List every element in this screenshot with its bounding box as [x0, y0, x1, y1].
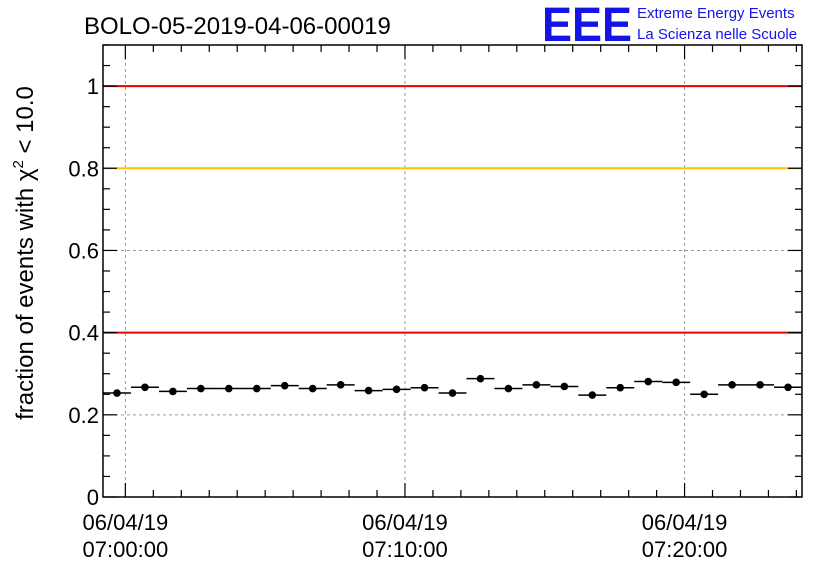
- grid: [103, 45, 802, 497]
- x-tick-time-label: 07:10:00: [362, 537, 448, 562]
- data-point: [169, 387, 177, 396]
- data-point: [560, 382, 569, 391]
- x-tick-date-label: 06/04/19: [362, 510, 448, 535]
- data-point: [756, 381, 764, 389]
- axis-ticks: [103, 44, 802, 498]
- data-point: [644, 377, 653, 386]
- data-point: [308, 384, 317, 393]
- data-point: [588, 391, 597, 399]
- data-point: [141, 383, 149, 392]
- eee-logo: EEE Extreme Energy Events La Scienza nel…: [542, 0, 797, 52]
- eee-logo-line2: La Scienza nelle Scuole: [637, 26, 797, 43]
- x-tick-time-label: 07:00:00: [83, 537, 169, 562]
- data-point: [364, 386, 373, 395]
- data-point: [252, 384, 261, 393]
- data-point: [672, 378, 680, 387]
- data-point: [728, 381, 736, 389]
- y-tick-label: 0: [87, 485, 99, 510]
- data-point: [504, 384, 513, 393]
- data-point: [225, 384, 233, 393]
- y-tick-label: 0.8: [68, 156, 99, 181]
- chart-title: BOLO-05-2019-04-06-00019: [84, 13, 391, 40]
- data-point: [336, 381, 345, 389]
- data-point: [532, 381, 541, 389]
- y-tick-label: 0.2: [68, 403, 99, 428]
- y-tick-label: 0.6: [68, 238, 99, 263]
- data-point: [113, 389, 121, 397]
- y-tick-label: 1: [87, 74, 99, 99]
- reference-lines: [103, 85, 802, 334]
- eee-logo-line1: Extreme Energy Events: [637, 5, 795, 22]
- data-point: [448, 389, 457, 397]
- eee-logo-mark: EEE: [542, 0, 632, 52]
- data-point: [616, 383, 625, 392]
- plot-frame: [102, 44, 803, 498]
- data-point: [700, 390, 708, 399]
- y-tick-labels: 0 0.2 0.4 0.6 0.8 1: [68, 74, 99, 510]
- x-tick-time-label: 07:20:00: [642, 537, 728, 562]
- y-tick-label: 0.4: [68, 321, 99, 346]
- x-tick-date-label: 06/04/19: [83, 510, 169, 535]
- data-point: [784, 383, 792, 392]
- data-point: [476, 374, 485, 383]
- data-points: [103, 374, 802, 399]
- data-point: [197, 384, 205, 393]
- data-point: [280, 381, 289, 390]
- x-tick-labels: 06/04/1907:00:0006/04/1907:10:0006/04/19…: [83, 510, 728, 562]
- x-tick-date-label: 06/04/19: [642, 510, 728, 535]
- data-point: [420, 383, 429, 392]
- y-axis-label: fraction of events with χ2 < 10.0: [10, 86, 39, 420]
- data-point: [392, 385, 401, 394]
